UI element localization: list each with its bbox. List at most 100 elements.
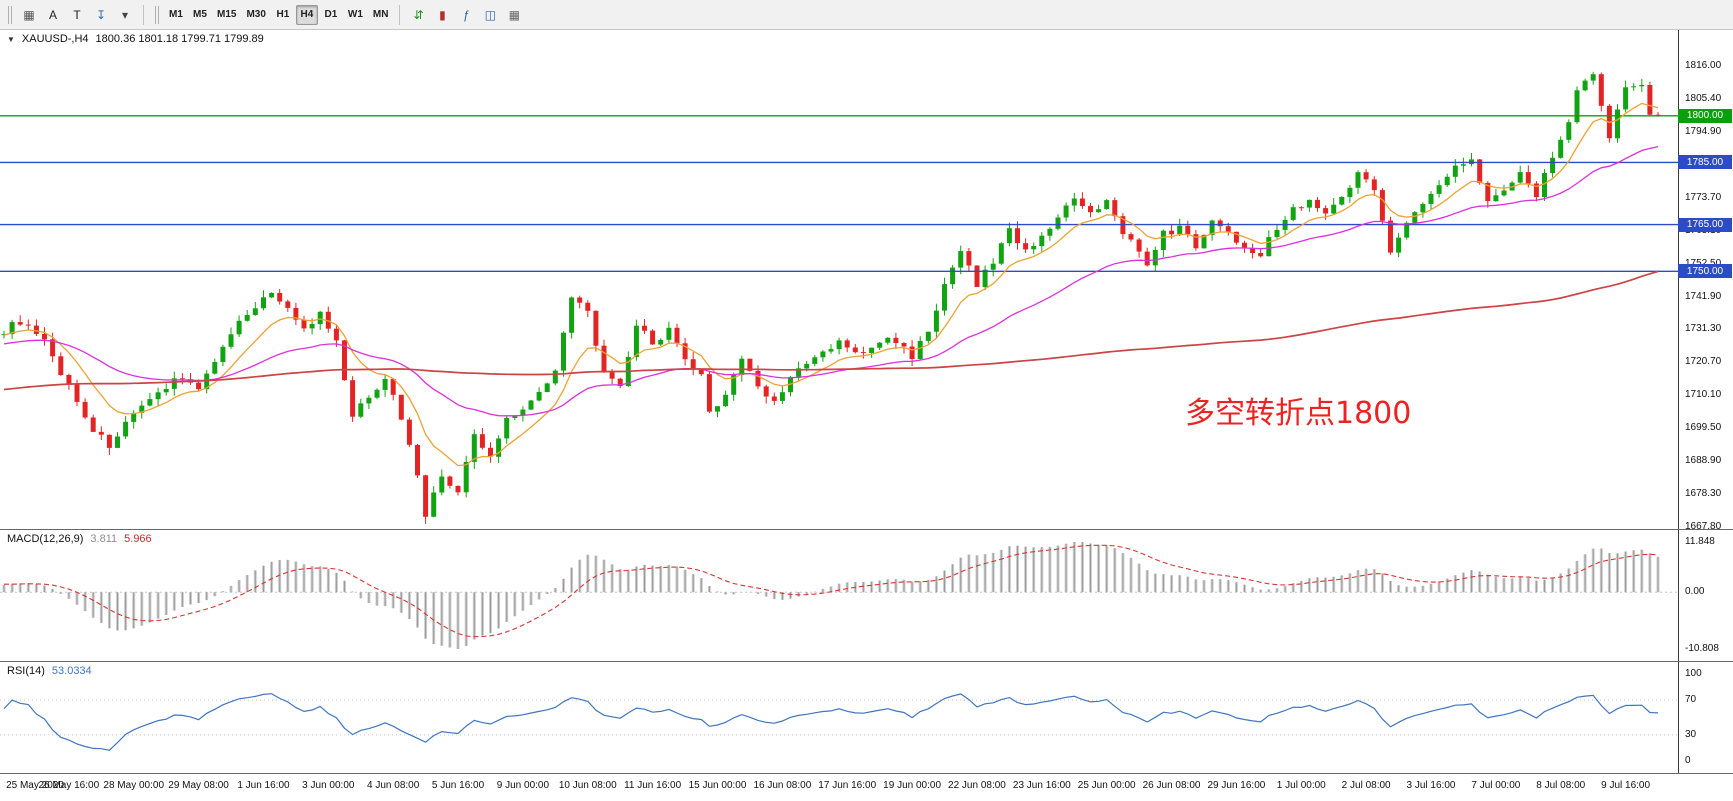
time-axis-label: 16 Jun 08:00 bbox=[753, 780, 812, 791]
price-chart-panel: ▼ XAUUSD-,H4 1800.36 1801.18 1799.71 179… bbox=[0, 30, 1733, 532]
price-axis-label: 1731.30 bbox=[1685, 323, 1722, 335]
time-axis-label: 7 Jul 00:00 bbox=[1471, 780, 1521, 791]
timeframe-mn-button[interactable]: MN bbox=[372, 9, 389, 20]
time-axis-label: 8 Jul 08:00 bbox=[1536, 780, 1586, 791]
ma-slow-line bbox=[3, 270, 1659, 391]
price-level-badge: 1800.00 bbox=[1678, 108, 1732, 123]
price-scale[interactable]: 1816.001805.401794.901784.301773.701763.… bbox=[1678, 30, 1733, 532]
macd-signal-line bbox=[4, 544, 1659, 638]
rsi-line bbox=[3, 693, 1659, 751]
chart-annotation-text[interactable]: 多空转折点1800 bbox=[1185, 396, 1412, 431]
timeframe-m15-button[interactable]: M15 bbox=[217, 9, 237, 20]
timeframe-m30-button[interactable]: M30 bbox=[246, 9, 266, 20]
macd-axis-label: 0.00 bbox=[1685, 586, 1705, 598]
price-axis-label: 1710.10 bbox=[1685, 389, 1722, 401]
macd-plot[interactable] bbox=[0, 530, 1733, 661]
macd-indicator-panel: MACD(12,26,9) 3.811 5.966 11.848 0.00 -10.… bbox=[0, 530, 1733, 662]
time-axis[interactable]: 25 May 2020 26 May 16:00 28 May 00:00 29 Ma… bbox=[0, 774, 1733, 801]
price-axis-label: 1805.40 bbox=[1685, 92, 1722, 104]
price-axis-label: 1816.00 bbox=[1685, 60, 1722, 71]
price-axis-label: 1720.70 bbox=[1685, 356, 1722, 368]
time-axis-label: 4 Jun 08:00 bbox=[367, 780, 420, 791]
time-axis-label: 26 May 16:00 bbox=[38, 780, 100, 791]
time-axis-label: 2 Jul 08:00 bbox=[1341, 780, 1391, 791]
macd-axis-label: 11.848 bbox=[1685, 536, 1715, 547]
macd-scale[interactable]: 11.848 0.00 -10.808 bbox=[1678, 530, 1733, 661]
rsi-axis-label: 70 bbox=[1685, 694, 1697, 706]
new-order-icon[interactable]: ⇵ bbox=[413, 7, 424, 22]
candles-layer bbox=[1, 71, 1661, 524]
price-axis-label: 1688.90 bbox=[1685, 455, 1722, 467]
time-axis-label: 22 Jun 08:00 bbox=[948, 780, 1006, 791]
time-axis-label: 23 Jun 16:00 bbox=[1012, 780, 1071, 791]
toolbar-grip[interactable] bbox=[155, 5, 159, 24]
price-axis-label: 1678.30 bbox=[1685, 488, 1722, 500]
time-axis-label: 25 May 2020 bbox=[6, 780, 64, 791]
time-axis-label: 5 Jun 16:00 bbox=[431, 780, 485, 791]
rsi-axis-label: 30 bbox=[1685, 728, 1697, 740]
time-axis-label: 26 Jun 08:00 bbox=[1142, 780, 1201, 791]
rsi-axis-label: 0 bbox=[1685, 755, 1691, 766]
macd-rsi-resize-handle[interactable] bbox=[0, 659, 1733, 663]
one-click-trading-arrow[interactable]: ▼ bbox=[7, 34, 15, 44]
charts-toolbar: ▦ A T ↧ ▾ M1 M5 M15 M30 H1 H4 D1 W1 MN ⇵ ▮ ƒ ◫ ▦ bbox=[0, 0, 1733, 30]
indicators-icon[interactable]: ƒ bbox=[463, 7, 470, 22]
macd-histogram bbox=[2, 542, 1660, 649]
macd-main-value: 3.811 bbox=[90, 533, 118, 545]
ma-fast-line bbox=[3, 102, 1659, 467]
rsi-axis-label: 100 bbox=[1685, 668, 1702, 679]
price-axis-label: 1752.50 bbox=[1685, 257, 1722, 269]
macd-signal-value: 5.966 bbox=[124, 533, 152, 545]
time-axis-label: 1 Jun 16:00 bbox=[237, 780, 290, 791]
time-axis-label: 11 Jun 16:00 bbox=[624, 780, 682, 791]
price-axis-label: 1667.80 bbox=[1685, 521, 1722, 532]
timeframe-h1-button[interactable]: H1 bbox=[276, 9, 290, 20]
time-axis-label: 29 May 08:00 bbox=[168, 780, 229, 791]
rsi-label: RSI(14) 53.0334 bbox=[7, 665, 92, 677]
time-axis-label: 17 Jun 16:00 bbox=[818, 780, 877, 791]
rsi-plot[interactable] bbox=[0, 662, 1733, 773]
time-axis-label: 19 Jun 00:00 bbox=[883, 780, 941, 791]
timeframe-h4-button[interactable]: H4 bbox=[295, 4, 318, 25]
chart-candles-icon[interactable]: ▮ bbox=[439, 7, 446, 22]
chart-ohlc-values: 1800.36 1801.18 1799.71 1799.89 bbox=[95, 33, 264, 45]
insert-text-t-button[interactable]: T bbox=[73, 7, 81, 22]
time-axis-label: 3 Jun 00:00 bbox=[302, 780, 355, 791]
timeframe-m5-button[interactable]: M5 bbox=[193, 9, 207, 20]
timeframe-m1-button[interactable]: M1 bbox=[169, 9, 183, 20]
price-level-badge: 1750.00 bbox=[1678, 264, 1732, 279]
macd-label: MACD(12,26,9) 3.811 5.966 bbox=[7, 533, 152, 545]
chart-symbol-period: XAUUSD-,H4 bbox=[21, 33, 89, 45]
time-axis-label: 9 Jun 00:00 bbox=[496, 780, 550, 791]
insert-text-a-button[interactable]: A bbox=[48, 7, 57, 22]
macd-name: MACD(12,26,9) bbox=[7, 533, 84, 545]
price-level-badge: 1765.00 bbox=[1678, 217, 1732, 232]
time-axis-label: 10 Jun 08:00 bbox=[558, 780, 617, 791]
rsi-scale[interactable]: 100 70 30 0 bbox=[1678, 662, 1733, 773]
quotes-grid-icon[interactable]: ▦ bbox=[23, 7, 35, 22]
toolbar-separator bbox=[399, 4, 401, 25]
price-axis-label: 1773.70 bbox=[1685, 191, 1722, 203]
time-axis-label: 28 May 00:00 bbox=[103, 780, 165, 791]
rsi-indicator-panel: RSI(14) 53.0334 100 70 30 0 bbox=[0, 662, 1733, 774]
arrow-tool-icon[interactable]: ↧ bbox=[95, 7, 107, 22]
tile-windows-icon[interactable]: ▦ bbox=[508, 7, 521, 22]
chart-window-icon[interactable]: ◫ bbox=[484, 7, 497, 22]
macd-axis-label: -10.808 bbox=[1685, 643, 1719, 654]
rsi-value: 53.0334 bbox=[51, 665, 92, 677]
time-axis-label: 1 Jul 00:00 bbox=[1276, 780, 1326, 791]
ma-mid-line bbox=[3, 145, 1659, 417]
arrow-dropdown-icon[interactable]: ▾ bbox=[121, 7, 129, 22]
timeframe-d1-button[interactable]: D1 bbox=[324, 9, 338, 20]
time-axis-label: 3 Jul 16:00 bbox=[1406, 780, 1456, 791]
price-macd-resize-handle[interactable] bbox=[0, 527, 1733, 531]
time-axis-label: 29 Jun 16:00 bbox=[1207, 780, 1266, 791]
time-axis-label: 9 Jul 16:00 bbox=[1601, 780, 1651, 791]
price-chart-plot[interactable] bbox=[0, 30, 1733, 529]
toolbar-separator bbox=[143, 4, 144, 25]
time-axis-label: 15 Jun 00:00 bbox=[688, 780, 747, 791]
timeframe-w1-button[interactable]: W1 bbox=[347, 9, 363, 20]
toolbar-grip[interactable] bbox=[8, 5, 12, 24]
rsi-name: RSI(14) bbox=[7, 665, 45, 677]
